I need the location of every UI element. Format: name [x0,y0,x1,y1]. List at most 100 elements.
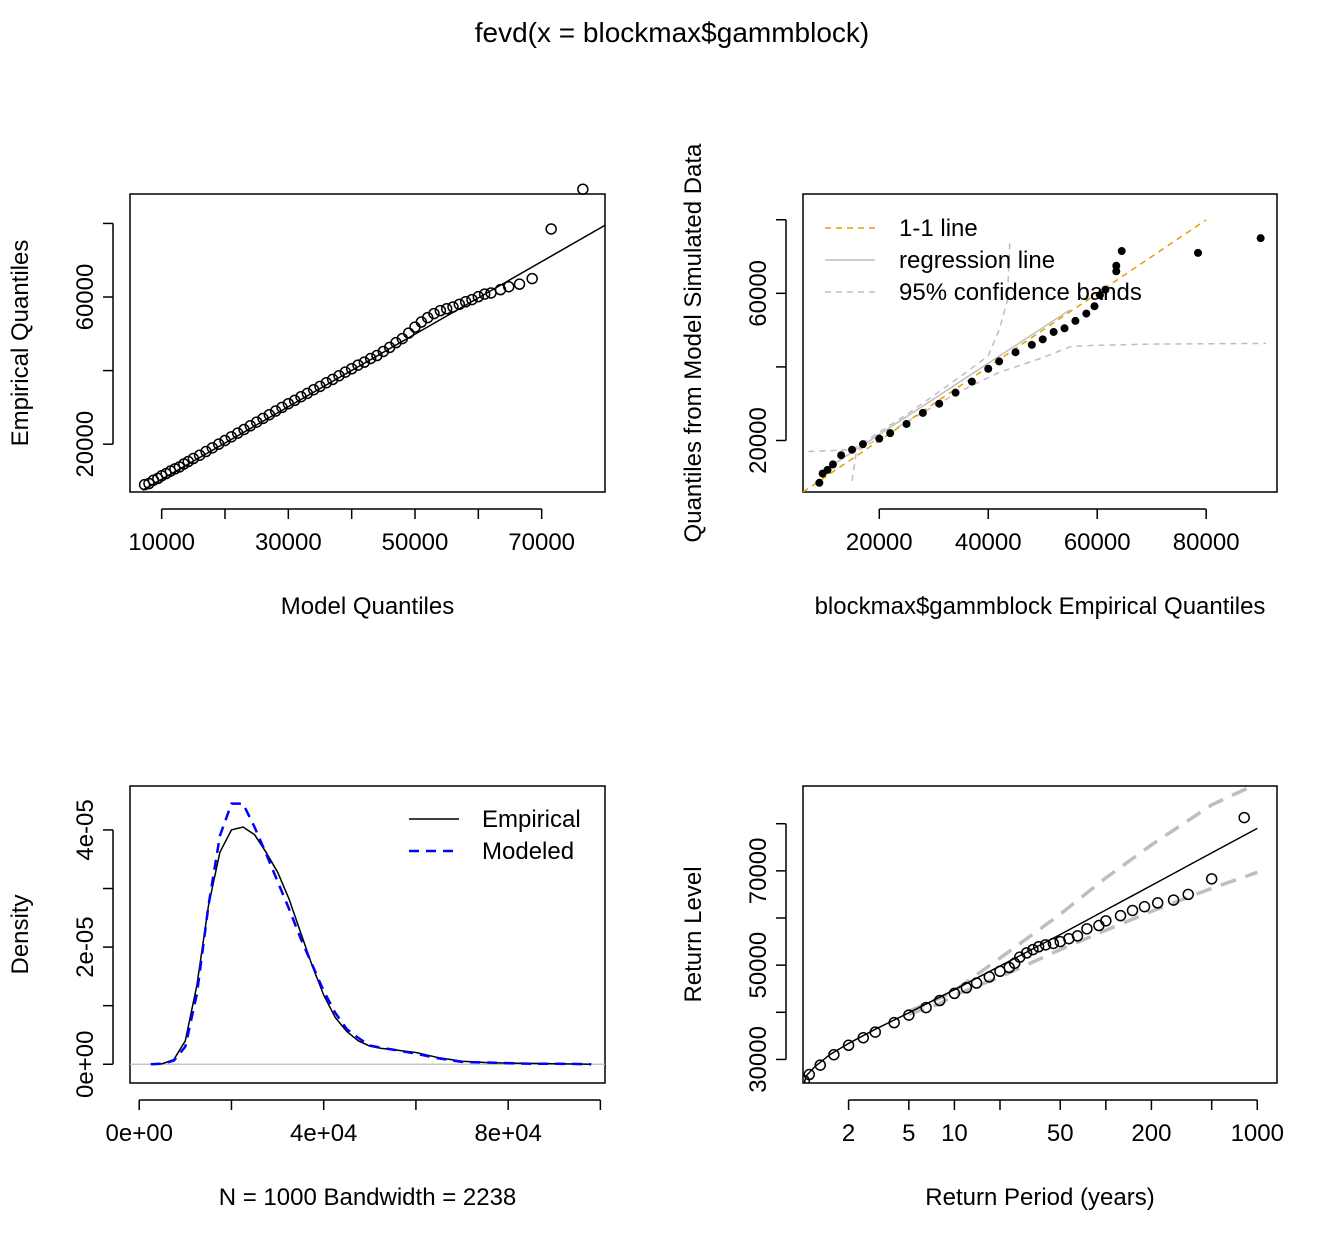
y-tick-label: 4e-05 [72,799,99,860]
data-point [459,296,472,308]
data-point [402,327,415,339]
y-tick-label: 0e+00 [72,1031,99,1098]
data-point [282,397,295,410]
data-point [1194,248,1202,257]
return-level-panel: 2 5 10 50 200 1000 30000 50000 70000 Return Perio… [680,785,1284,1211]
data-point [339,366,352,378]
data-point [858,440,867,449]
data-point [828,460,837,469]
x-axis-label: blockmax$gammblock Empirical Quantiles [815,593,1266,620]
data-point [545,223,557,235]
legend-label: Modeled [482,838,574,865]
data-point [1095,291,1104,300]
data-point [206,442,219,454]
data-point [1047,937,1060,950]
data-point [447,301,459,313]
data-point [428,307,440,320]
data-point [193,449,206,461]
data-point [902,419,911,428]
data-point [983,971,996,983]
data-point [1117,247,1126,256]
x-tick-label: 10 [941,1120,968,1147]
data-point [886,429,895,438]
y-axis-label: Empirical Quantiles [7,240,34,447]
data-point [238,423,250,436]
data-point [364,352,377,365]
data-point [1114,909,1127,922]
data-point [828,1048,840,1061]
ci-lower-line [908,870,1258,1016]
data-point [888,1016,900,1029]
data-point [1101,285,1110,294]
empirical-density-line [150,826,592,1066]
data-point [301,387,314,400]
plot-frame [129,193,606,493]
data-point [984,364,993,373]
x-tick-label: 70000 [508,529,575,556]
data-point [1032,941,1045,953]
y-tick-label: 20000 [72,411,99,478]
regression-line [821,309,1071,473]
x-tick-label: 5 [902,1120,915,1147]
data-point [815,478,824,487]
qq-simulated-panel: 20000 40000 60000 80000 20000 60000 blockmax$g… [680,143,1278,620]
y-tick-label: 50000 [745,932,772,999]
data-point [1038,335,1047,344]
x-tick-label: 0e+00 [106,1120,173,1147]
data-point [970,977,983,989]
data-point [1167,894,1180,906]
data-point [320,376,333,389]
data-point [307,383,320,396]
data-point [1027,943,1039,956]
y-tick-label: 2e-05 [72,916,99,977]
data-point [371,349,383,362]
y-axis-label: Return Level [680,866,707,1002]
data-point [823,465,832,474]
data-point [295,390,307,403]
data-point [960,982,973,994]
x-tick-label: 200 [1131,1120,1171,1147]
data-point [1071,316,1080,325]
plot-frame [129,785,606,1084]
y-tick-label: 20000 [745,407,772,474]
data-point [1027,340,1036,349]
data-point [848,445,857,454]
ci-upper-line [908,786,1257,1013]
x-tick-label: 30000 [255,529,322,556]
data-point [257,412,269,425]
data-point [358,356,371,368]
data-point [434,304,447,317]
data-point [244,420,257,432]
y-tick-label: 60000 [72,264,99,331]
x-tick-label: 50000 [382,529,449,556]
x-tick-label: 4e+04 [290,1120,357,1147]
data-point [1112,261,1121,270]
data-point [250,416,263,428]
x-tick-label: 20000 [846,529,913,556]
data-point [1205,873,1218,885]
x-tick-label: 2 [842,1120,855,1147]
data-point [390,336,402,349]
x-tick-label: 10000 [128,529,195,556]
one-to-one-line [803,219,1207,492]
data-point [1090,302,1099,311]
data-point [935,399,944,408]
x-tick-label: 50 [1047,1120,1074,1147]
data-point [1126,904,1139,917]
x-axis-label: Model Quantiles [281,593,454,620]
data-point [478,288,491,300]
data-point [409,321,421,333]
x-tick-label: 8e+04 [474,1120,541,1147]
data-point [1100,915,1112,927]
data-point [1093,919,1105,932]
x-tick-label: 80000 [1173,529,1240,556]
data-point [219,434,231,447]
legend-label: regression line [899,247,1055,274]
x-tick-label: 40000 [955,529,1022,556]
x-tick-label: 1000 [1231,1120,1284,1147]
y-tick-label: 70000 [745,837,772,904]
data-point [1112,267,1121,276]
data-point [466,293,478,306]
density-panel: 0e+00 4e+04 8e+04 0e+00 2e-05 4e-05 N = 1000 B… [7,785,606,1211]
